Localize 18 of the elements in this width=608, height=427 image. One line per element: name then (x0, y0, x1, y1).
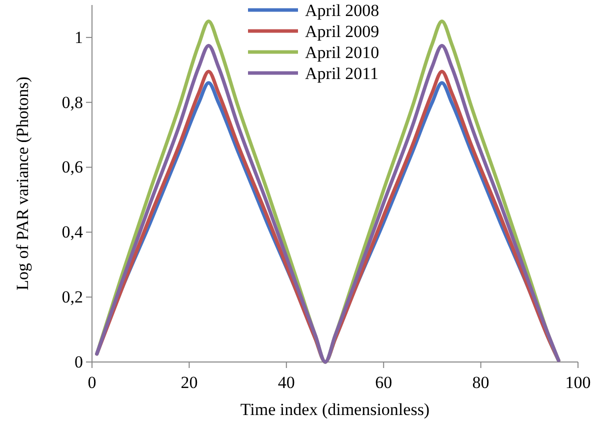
x-tick-label: 20 (180, 373, 198, 392)
x-tick-label: 100 (565, 373, 591, 392)
x-axis-title: Time index (dimensionless) (240, 400, 430, 419)
y-tick-label: 1 (74, 28, 83, 47)
x-tick-label: 40 (278, 373, 295, 392)
legend-label: April 2011 (305, 64, 379, 83)
x-tick-label: 60 (375, 373, 392, 392)
y-tick-label: 0,8 (62, 92, 83, 112)
x-tick-label: 0 (88, 373, 96, 392)
legend-label: April 2009 (305, 22, 380, 41)
legend-label: April 2008 (305, 1, 380, 20)
legend-label: April 2010 (305, 43, 380, 62)
y-tick-label: 0 (74, 352, 83, 372)
x-tick-label: 80 (472, 373, 490, 392)
y-axis-title: Log of PAR variance (Photons) (13, 76, 32, 290)
y-tick-label: 0,2 (62, 288, 83, 307)
y-tick-label: 0,4 (62, 222, 84, 242)
y-tick-label: 0,6 (62, 158, 83, 177)
